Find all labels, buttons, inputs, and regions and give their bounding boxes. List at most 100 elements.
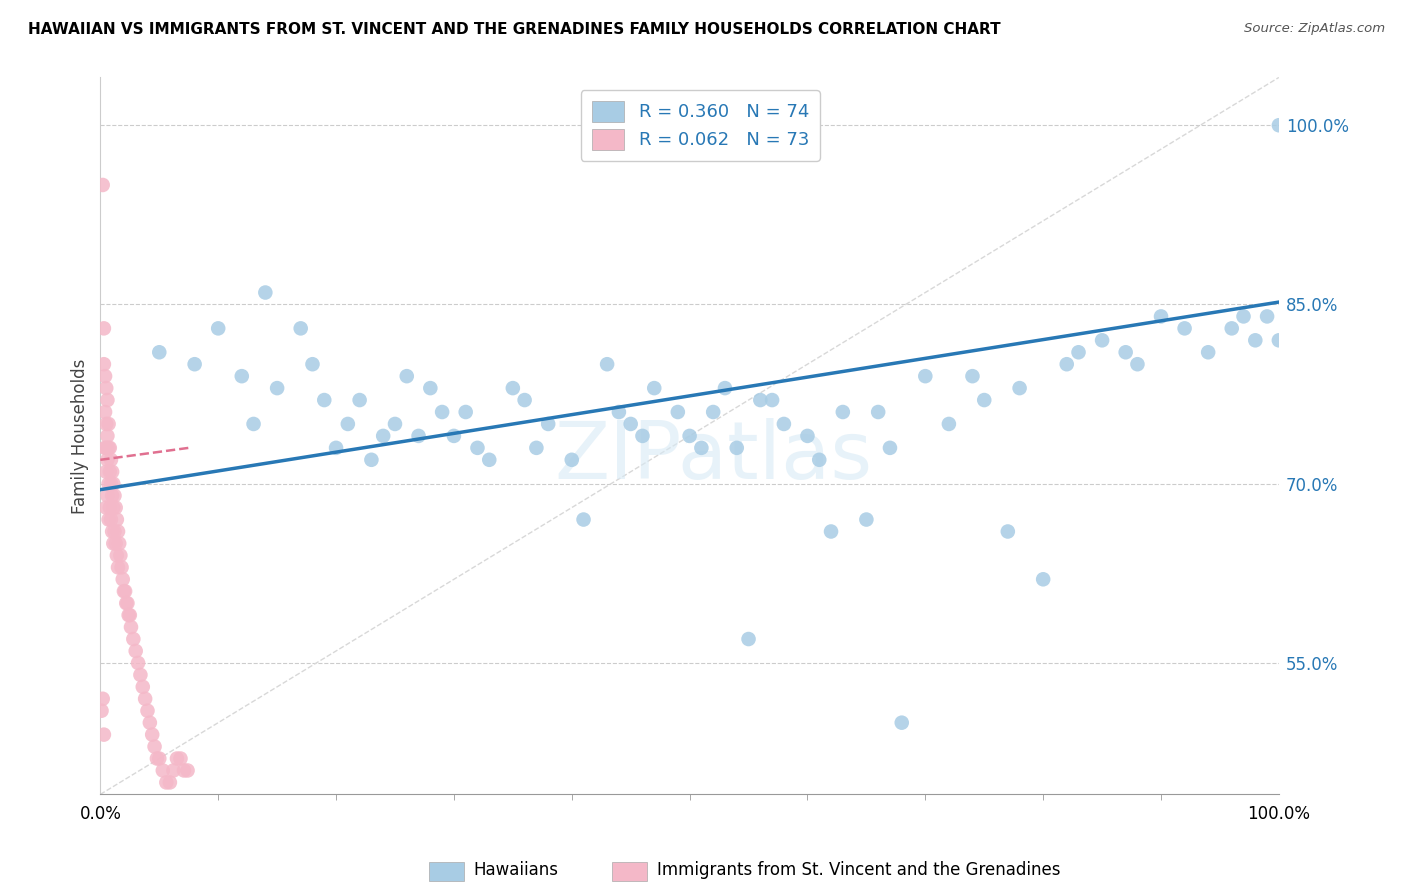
Point bbox=[395, 369, 418, 384]
Point bbox=[254, 285, 277, 300]
Point bbox=[96, 381, 118, 395]
Point bbox=[103, 489, 125, 503]
Point bbox=[159, 775, 181, 789]
Point bbox=[105, 549, 128, 563]
Point bbox=[110, 560, 132, 574]
Point bbox=[596, 357, 619, 371]
Point bbox=[96, 429, 118, 443]
Point bbox=[96, 489, 118, 503]
Point bbox=[314, 392, 336, 407]
Point bbox=[973, 392, 995, 407]
Point bbox=[103, 536, 125, 550]
Point bbox=[1091, 334, 1114, 348]
Point bbox=[1126, 357, 1149, 371]
Point bbox=[478, 452, 501, 467]
Point bbox=[101, 489, 124, 503]
Point bbox=[513, 392, 536, 407]
Point bbox=[643, 381, 665, 395]
Point bbox=[443, 429, 465, 443]
Point bbox=[325, 441, 347, 455]
Point bbox=[1268, 334, 1291, 348]
Point bbox=[1220, 321, 1243, 335]
Point bbox=[1067, 345, 1090, 359]
Point bbox=[419, 381, 441, 395]
Point bbox=[111, 572, 134, 586]
Point bbox=[467, 441, 489, 455]
Text: Hawaiians: Hawaiians bbox=[474, 861, 558, 879]
Point bbox=[120, 620, 142, 634]
Point bbox=[104, 500, 127, 515]
Point bbox=[408, 429, 430, 443]
Point bbox=[96, 465, 118, 479]
Point bbox=[129, 668, 152, 682]
Point bbox=[118, 608, 141, 623]
Point bbox=[173, 764, 195, 778]
Point bbox=[114, 584, 136, 599]
Point bbox=[176, 764, 198, 778]
Point bbox=[93, 357, 115, 371]
Point bbox=[430, 405, 453, 419]
Point bbox=[702, 405, 724, 419]
Point bbox=[666, 405, 689, 419]
Point bbox=[373, 429, 395, 443]
Point bbox=[631, 429, 654, 443]
Point bbox=[1268, 118, 1291, 132]
Point bbox=[104, 536, 127, 550]
Point bbox=[678, 429, 700, 443]
Point bbox=[91, 691, 114, 706]
Point bbox=[502, 381, 524, 395]
Text: Source: ZipAtlas.com: Source: ZipAtlas.com bbox=[1244, 22, 1385, 36]
Point bbox=[360, 452, 382, 467]
Point bbox=[96, 417, 118, 431]
Point bbox=[96, 441, 118, 455]
Point bbox=[110, 549, 132, 563]
Text: Immigrants from St. Vincent and the Grenadines: Immigrants from St. Vincent and the Gren… bbox=[657, 861, 1060, 879]
Point bbox=[301, 357, 323, 371]
Point bbox=[868, 405, 890, 419]
Point bbox=[914, 369, 936, 384]
Point bbox=[107, 560, 129, 574]
Point bbox=[98, 441, 121, 455]
Text: HAWAIIAN VS IMMIGRANTS FROM ST. VINCENT AND THE GRENADINES FAMILY HOUSEHOLDS COR: HAWAIIAN VS IMMIGRANTS FROM ST. VINCENT … bbox=[28, 22, 1001, 37]
Point bbox=[100, 476, 122, 491]
Point bbox=[620, 417, 643, 431]
Point bbox=[94, 405, 117, 419]
Point bbox=[96, 500, 118, 515]
Point bbox=[831, 405, 853, 419]
Point bbox=[146, 751, 169, 765]
Point bbox=[152, 764, 174, 778]
Point bbox=[855, 512, 877, 526]
Point bbox=[1256, 310, 1278, 324]
Point bbox=[97, 441, 120, 455]
Point bbox=[1056, 357, 1078, 371]
Point bbox=[183, 357, 205, 371]
Point bbox=[143, 739, 166, 754]
Point bbox=[96, 392, 118, 407]
Point bbox=[122, 632, 145, 646]
Legend: R = 0.360   N = 74, R = 0.062   N = 73: R = 0.360 N = 74, R = 0.062 N = 73 bbox=[581, 90, 820, 161]
Point bbox=[1150, 310, 1173, 324]
Point bbox=[938, 417, 960, 431]
Point bbox=[98, 465, 121, 479]
Point bbox=[242, 417, 264, 431]
Point bbox=[1197, 345, 1219, 359]
Point bbox=[207, 321, 229, 335]
Point bbox=[125, 644, 148, 658]
Point bbox=[103, 524, 125, 539]
Point bbox=[537, 417, 560, 431]
Point bbox=[139, 715, 162, 730]
Point bbox=[90, 704, 112, 718]
Point bbox=[690, 441, 713, 455]
Point bbox=[132, 680, 155, 694]
Point bbox=[136, 704, 159, 718]
Point bbox=[231, 369, 253, 384]
Point bbox=[1244, 334, 1267, 348]
Point bbox=[148, 751, 170, 765]
Point bbox=[572, 512, 595, 526]
Point bbox=[169, 751, 191, 765]
Point bbox=[134, 691, 156, 706]
Point bbox=[101, 465, 124, 479]
Point bbox=[97, 476, 120, 491]
Point bbox=[808, 452, 831, 467]
Point bbox=[93, 321, 115, 335]
